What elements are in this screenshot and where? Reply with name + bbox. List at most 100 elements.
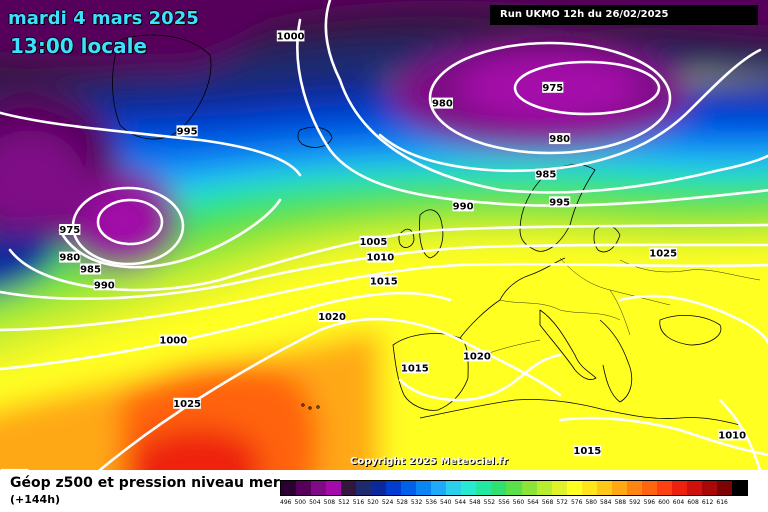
color-scale-ticks: 496 500 504 508 512 516 520 524 528 532 536 540 544 5… [280,499,756,509]
isobar-label: 985 [80,265,101,276]
isobar-label-background [463,350,491,362]
color-swatch [311,481,327,495]
isobar-labels: 1000995980975980985990995995975980985990… [0,30,746,470]
isobar-label-background [0,468,29,470]
color-swatch [401,481,417,495]
color-scale-tick: 556 [498,499,510,506]
isobar-label-background [542,81,564,93]
isobar-label: 1000 [159,336,187,347]
color-scale-tick: 548 [469,499,481,506]
color-swatch [671,481,687,495]
isobar-label: 985 [535,170,556,181]
forecast-date: mardi 4 mars 2025 [8,8,199,29]
color-scale-tick: 608 [687,499,699,506]
color-swatch [626,481,642,495]
isobar-label: 1010 [718,430,746,441]
color-scale-tick: 552 [483,499,496,506]
color-scale-tick: 528 [396,499,408,506]
color-swatch [731,481,747,495]
color-scale-bar [280,480,748,496]
isobar-label-background [452,200,474,212]
color-scale-tick: 500 [294,499,306,506]
geopotential-pressure-map: 1000995980975980985990995995975980985990… [0,0,768,470]
color-scale-tick: 544 [454,499,467,506]
isobar-label: 1000 [277,31,305,42]
color-swatch [641,481,657,495]
color-swatch [491,481,507,495]
color-scale-tick: 532 [410,499,423,506]
color-swatch [371,481,387,495]
color-scale-tick: 516 [352,499,365,506]
isobar-label-background [649,247,677,259]
coastlines [112,34,741,426]
color-swatch [461,481,477,495]
color-scale-tick: 604 [672,499,685,506]
color-swatch [506,481,522,495]
color-scale-tick: 576 [570,499,583,506]
color-swatch [551,481,567,495]
color-scale-tick: 536 [425,499,437,506]
isobar-label: 1015 [370,276,398,287]
isobar-label-background [59,251,81,263]
isobar-label: 1005 [359,237,387,248]
color-scale-tick: 504 [309,499,321,506]
color-scale-tick: 564 [527,499,539,506]
isobar-label-background [359,235,388,247]
isobar-label-background [276,30,305,42]
isobar-label-background [93,279,115,291]
color-scale-tick: 524 [381,499,394,506]
model-run-label: Run UKMO 12h du 26/02/2025 [490,5,758,25]
color-scale-tick: 596 [643,499,656,506]
color-scale-tick: 580 [585,499,597,506]
color-scale-tick: 572 [556,499,568,506]
isobar-label: 1025 [173,399,201,410]
color-scale-tick: 508 [323,499,336,506]
isobar-label: 980 [59,253,80,264]
isobar-label: 975 [59,225,80,236]
isobar-label: 990 [94,280,115,291]
color-swatch [326,481,342,495]
color-swatch [656,481,672,495]
color-scale-tick: 612 [701,499,714,506]
color-swatch [431,481,447,495]
color-swatch [611,481,627,495]
isobar-label: 1015 [573,446,601,457]
color-swatch [716,481,732,495]
color-swatch [356,481,372,495]
isobar-label-background [79,263,102,275]
forecast-time: 13:00 locale [10,34,147,58]
isobar-label: 1020 [318,312,346,323]
color-swatch [536,481,552,495]
color-swatch [416,481,432,495]
isobar-label: 990 [453,201,474,212]
lead-time: (+144h) [10,493,61,506]
isobar-label-background [549,133,571,145]
color-swatch [701,481,717,495]
color-swatch [566,481,582,495]
color-swatch [386,481,402,495]
product-title: Géop z500 et pression niveau mer [10,475,280,491]
isobar-label-background [173,397,201,409]
color-scale-tick: 584 [600,499,612,506]
color-swatch [581,481,597,495]
color-swatch [446,481,462,495]
isobar-label: 980 [432,99,453,110]
isobar-label-background [573,445,602,457]
isobar-label-background [369,275,398,287]
isobar-label-background [549,196,571,208]
isobar-label-background [59,224,81,235]
isobar-label: 1010 [366,253,394,264]
isobar-label-background [159,334,188,346]
isobar-label: 1020 [463,351,491,362]
isobar-label: 1015 [401,363,429,374]
isobar-label-background [366,251,395,263]
color-swatch [521,481,537,495]
color-swatch [476,481,492,495]
isobar-label-background [535,168,557,180]
color-swatch [296,481,312,495]
isobar-label-background [718,429,746,441]
color-scale-tick: 568 [541,499,554,506]
geopotential-shading [0,0,768,470]
color-scale-tick: 512 [338,499,350,506]
